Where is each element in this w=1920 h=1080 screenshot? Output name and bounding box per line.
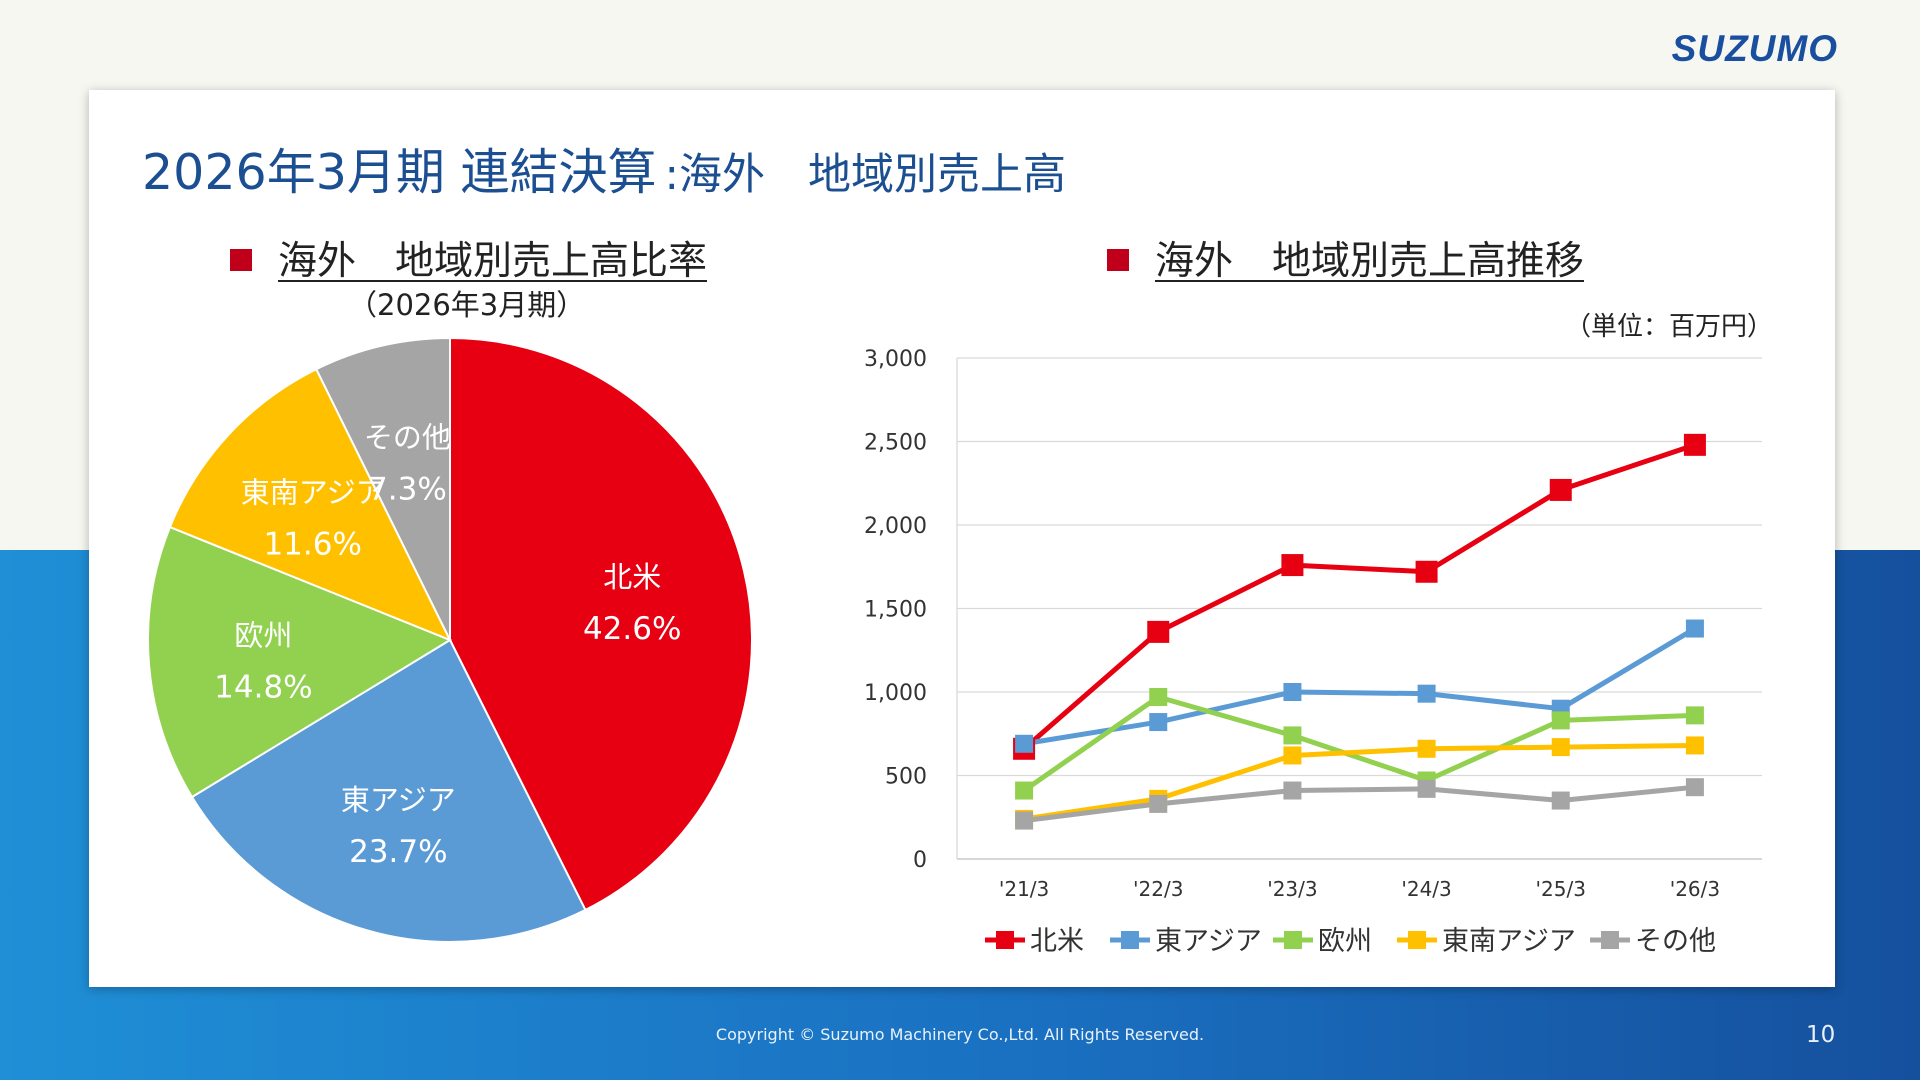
series-point-2-0	[1015, 781, 1034, 800]
pie-label-name-2: 欧州	[234, 618, 292, 652]
series-point-0-3	[1415, 560, 1438, 583]
pie-date: （2026年3月期）	[348, 288, 586, 322]
series-line-0	[1022, 442, 1696, 751]
series-point-2-1	[1149, 688, 1168, 707]
pie-section-heading: 海外 地域別売上高比率	[230, 230, 707, 286]
line-section-heading-text: 海外 地域別売上高推移	[1155, 239, 1585, 284]
x-tick-label-4: '25/3	[1536, 877, 1586, 901]
pie-section-heading-text: 海外 地域別売上高比率	[278, 239, 708, 284]
x-tick-label-1: '22/3	[1133, 877, 1183, 901]
legend: 北米 東アジア 欧州 東南アジア その他	[985, 926, 1716, 957]
y-tick-label-1: 500	[885, 765, 927, 790]
line-section-heading: 海外 地域別売上高推移	[1107, 230, 1584, 286]
series-point-4-1	[1149, 794, 1168, 813]
pie-label-value-4: 7.3%	[368, 472, 447, 508]
pie-label-name-4: その他	[364, 421, 451, 455]
series-point-2-2	[1283, 726, 1302, 745]
suzumo-logo: SUZUMO	[1671, 28, 1838, 69]
legend-label-0: 北米	[1030, 926, 1084, 957]
series-point-4-3	[1417, 779, 1436, 798]
legend-label-1: 東アジア	[1155, 926, 1262, 957]
series-point-3-4	[1551, 738, 1570, 757]
series-point-1-2	[1283, 683, 1302, 701]
unit-label: （単位：百万円）	[1565, 312, 1774, 342]
pie-slice-2	[147, 525, 453, 799]
series-point-2-4	[1551, 711, 1570, 730]
y-tick-label-4: 2,000	[864, 514, 927, 539]
pie-label-value-1: 23.7%	[349, 834, 447, 870]
series-point-4-2	[1283, 781, 1302, 800]
series-point-1-0	[1015, 734, 1034, 753]
page-title-main: 2026年3月期 連結決算	[142, 144, 657, 201]
series-point-3-3	[1417, 739, 1436, 758]
bullet-square	[1107, 248, 1129, 271]
series-point-0-5	[1683, 433, 1706, 456]
series-line-2	[1022, 694, 1696, 793]
line-chart: 0 500 1,000 1,500 2,000 2,500 3,000 '21/3 '22/3 '…	[864, 347, 1762, 901]
series-point-2-5	[1685, 706, 1704, 725]
legend-marker-2	[1284, 931, 1302, 949]
y-tick-label-6: 3,000	[864, 347, 927, 372]
series-point-0-1	[1147, 620, 1170, 643]
pie-label-value-0: 42.6%	[583, 611, 681, 647]
page-number: 10	[1806, 1022, 1836, 1048]
pie-label-name-1: 東アジア	[341, 783, 456, 817]
x-tick-label-2: '23/3	[1267, 877, 1317, 901]
series-point-0-4	[1549, 478, 1572, 501]
pie-slice-3	[168, 367, 453, 642]
y-tick-label-3: 1,500	[864, 598, 927, 623]
page-title: 2026年3月期 連結決算:海外 地域別売上高	[142, 133, 1066, 204]
series-line-1	[1023, 626, 1697, 747]
legend-marker-3	[1408, 931, 1426, 949]
copyright: Copyright © Suzumo Machinery Co.,Ltd. Al…	[715, 1025, 1205, 1044]
series-point-4-4	[1551, 791, 1570, 810]
series-point-4-5	[1685, 778, 1704, 797]
pie-slice-4	[314, 336, 451, 641]
series-point-0-2	[1281, 554, 1304, 577]
page-title-sub: :海外 地域別売上高	[664, 150, 1066, 200]
y-tick-label-2: 1,000	[864, 681, 927, 706]
series-point-3-5	[1685, 736, 1704, 755]
series-line-3	[1023, 742, 1695, 822]
series-point-4-0	[1015, 811, 1034, 830]
legend-label-2: 欧州	[1318, 926, 1372, 957]
series-point-3-2	[1283, 746, 1302, 765]
legend-label-3: 東南アジア	[1442, 926, 1576, 957]
pie-label-name-3: 東南アジア	[241, 476, 385, 510]
legend-marker-1	[1121, 931, 1139, 949]
legend-label-4: その他	[1635, 926, 1716, 957]
y-tick-label-0: 0	[913, 848, 927, 873]
series-line-4	[1023, 784, 1696, 824]
pie-label-value-3: 11.6%	[263, 527, 361, 563]
pie-label-value-2: 14.8%	[214, 669, 312, 705]
x-tick-label-3: '24/3	[1401, 877, 1451, 901]
x-tick-label-0: '21/3	[999, 877, 1049, 901]
bullet-square	[230, 248, 252, 271]
y-tick-label-5: 2,500	[864, 431, 927, 456]
pie-chart: 北米 42.6% 東アジア 23.7% 欧州 14.8% 東南アジア 11.6% その他 7.3%	[147, 336, 753, 943]
series-point-1-3	[1417, 684, 1436, 703]
pie-slice-0	[449, 336, 753, 912]
series-point-1-5	[1685, 619, 1704, 638]
legend-marker-0	[996, 931, 1014, 949]
pie-label-name-0: 北米	[603, 560, 661, 594]
legend-marker-4	[1601, 931, 1619, 949]
series-point-1-1	[1149, 713, 1168, 732]
x-tick-label-5: '26/3	[1670, 877, 1720, 901]
pie-slice-1	[190, 638, 587, 943]
